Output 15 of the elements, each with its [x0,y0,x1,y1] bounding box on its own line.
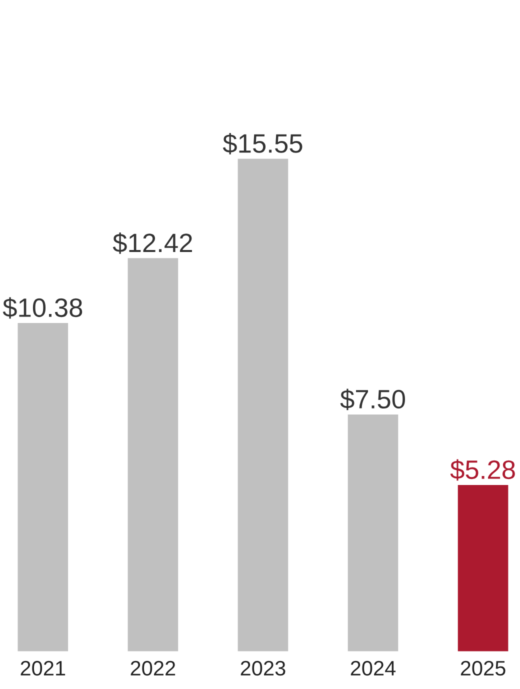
data-label: $7.50 [340,388,405,410]
data-label: $5.28 [450,459,515,481]
bar [16,322,70,652]
x-tick-label: 2022 [130,660,176,676]
bar [236,157,290,652]
bar [126,256,180,652]
x-tick-label: 2021 [20,660,66,676]
data-label: $15.55 [222,133,302,154]
x-tick-label: 2024 [350,660,396,676]
data-label: $12.42 [112,232,192,254]
data-label: $10.38 [2,297,82,319]
bar [346,413,400,652]
bar [456,484,510,652]
x-tick-label: 2023 [240,660,286,676]
x-tick-label: 2025 [460,660,506,676]
